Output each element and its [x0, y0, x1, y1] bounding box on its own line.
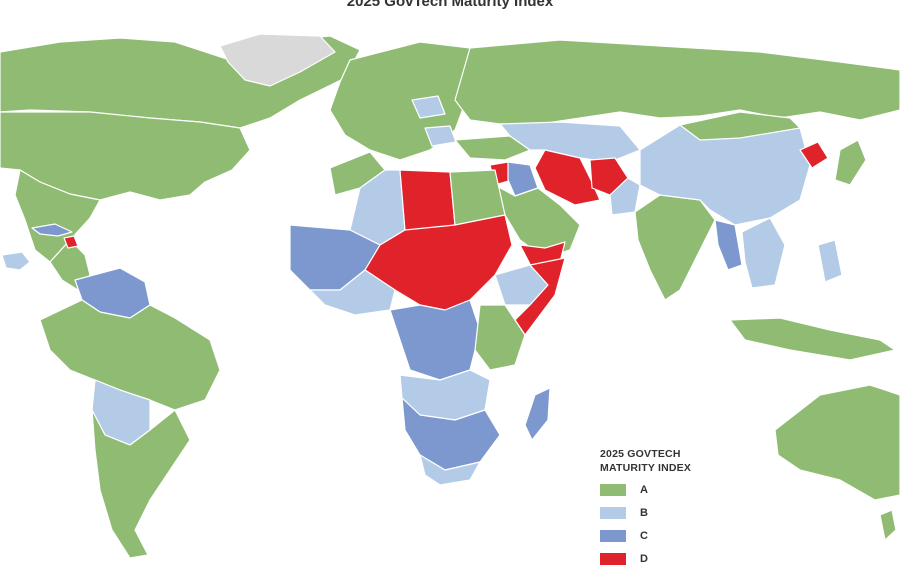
region-cuba [31, 223, 73, 237]
region-russia [454, 39, 900, 125]
region-arabia [494, 184, 581, 259]
region-belarus [411, 95, 446, 119]
region-greenland [219, 33, 336, 87]
legend-label-c: C [640, 530, 648, 542]
region-madagascar [524, 387, 551, 441]
legend-label-b: B [640, 507, 648, 519]
legend-swatch-d [600, 553, 626, 565]
region-southeast-asia [741, 217, 786, 289]
legend-label-d: D [640, 553, 648, 565]
region-north-korea [799, 141, 829, 169]
region-iran [534, 149, 601, 206]
region-india [634, 194, 716, 301]
region-mongolia [679, 111, 801, 141]
legend-item-c: C [600, 526, 730, 546]
region-pakistan [609, 177, 641, 216]
region-south-america-north [39, 299, 221, 411]
region-philippines [817, 239, 843, 283]
map-title: 2025 GovTech Maturity Index [346, 0, 554, 10]
region-central-africa [389, 299, 481, 381]
legend-title: 2025 GOVTECH MATURITY INDEX [600, 447, 730, 475]
region-japan [834, 139, 867, 186]
legend-swatch-a [600, 484, 626, 496]
region-caribbean-b [1, 251, 31, 271]
region-turkey [454, 135, 531, 161]
region-haiti [63, 235, 79, 249]
region-myanmar [714, 219, 743, 271]
region-south-america-south [91, 409, 191, 559]
legend-swatch-c [600, 530, 626, 542]
legend-swatch-b [600, 507, 626, 519]
region-indonesia [729, 317, 896, 361]
legend-title-line2: MATURITY INDEX [600, 462, 692, 474]
legend-item-d: D [600, 549, 730, 569]
region-libya [399, 169, 456, 233]
region-south-africa [419, 454, 481, 486]
legend-item-b: B [600, 503, 730, 523]
legend: 2025 GOVTECH MATURITY INDEX A B C D [600, 447, 730, 572]
region-east-africa [474, 304, 526, 371]
legend-item-a: A [600, 480, 730, 500]
region-west-africa-coast [309, 269, 396, 316]
region-australia [774, 384, 900, 501]
legend-title-line1: 2025 GOVTECH [600, 448, 681, 460]
region-southern-africa-c [401, 397, 501, 471]
region-new-zealand [879, 509, 897, 541]
legend-label-a: A [640, 484, 648, 496]
